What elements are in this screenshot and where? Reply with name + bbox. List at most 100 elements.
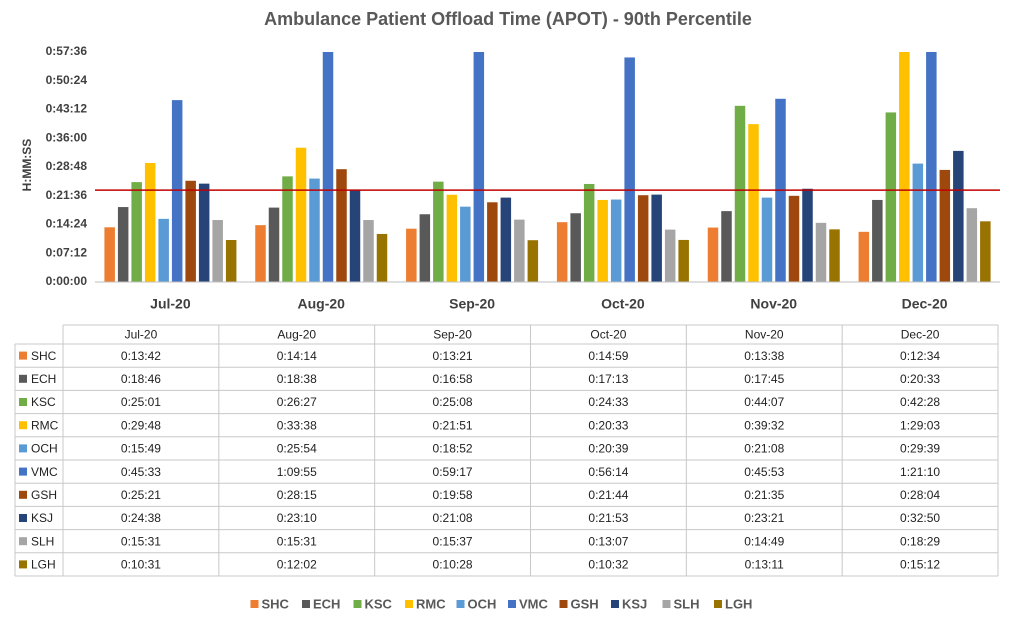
bar <box>363 220 374 282</box>
y-tick-label: 0:14:24 <box>46 217 88 231</box>
bar <box>980 221 991 282</box>
bar <box>664 229 676 282</box>
bar <box>748 124 759 282</box>
table-cell: 0:25:08 <box>433 395 473 409</box>
x-tick-label: Aug-20 <box>298 296 346 312</box>
bar <box>376 233 388 282</box>
legend-label: VMC <box>519 596 549 611</box>
table-cell: 0:28:15 <box>277 488 317 502</box>
table-cell: 0:21:35 <box>744 488 784 502</box>
legend-label: KSC <box>365 596 393 611</box>
table-cell: 0:13:42 <box>121 349 161 363</box>
table-cell: 0:18:52 <box>433 442 473 456</box>
table-key <box>19 537 27 546</box>
bar <box>829 229 840 282</box>
table-cell: 0:33:38 <box>277 418 317 432</box>
table-key <box>19 398 27 406</box>
bar <box>637 195 649 282</box>
legend-swatch <box>302 600 310 608</box>
bar <box>295 147 307 282</box>
table-cell: 0:15:49 <box>121 442 161 456</box>
table-row-label: ECH <box>31 372 56 386</box>
table-row-label: KSC <box>31 395 56 409</box>
table-cell: 0:24:38 <box>121 511 161 525</box>
table-cell: 0:20:39 <box>588 442 628 456</box>
y-tick-label: 0:57:36 <box>46 44 88 58</box>
bar <box>514 219 525 282</box>
bar <box>885 112 897 282</box>
table-cell: 0:12:34 <box>900 349 940 363</box>
bar <box>858 231 870 282</box>
y-tick-label: 0:00:00 <box>46 274 88 288</box>
table-header: Jul-20 <box>125 328 158 342</box>
x-tick-label: Nov-20 <box>750 296 797 312</box>
legend-label: SHC <box>262 596 290 611</box>
x-tick-label: Oct-20 <box>601 296 645 312</box>
bar <box>583 183 595 282</box>
y-tick-label: 0:50:24 <box>46 73 88 87</box>
table-cell: 0:14:14 <box>277 349 317 363</box>
bar <box>500 197 512 282</box>
table-cell: 0:17:13 <box>588 372 628 386</box>
bar <box>460 206 471 282</box>
bar <box>158 218 169 282</box>
bar <box>131 182 142 282</box>
bar <box>487 202 498 282</box>
bar <box>255 225 266 282</box>
y-tick-label: 0:43:12 <box>46 102 88 116</box>
bar <box>707 227 719 282</box>
table-key <box>19 490 27 499</box>
bar <box>527 240 539 282</box>
table-cell: 0:23:10 <box>277 511 317 525</box>
table-cell: 0:17:45 <box>744 372 784 386</box>
table-cell: 0:13:11 <box>745 558 784 572</box>
table-cell: 0:13:07 <box>588 534 628 548</box>
bar <box>788 195 800 282</box>
table-cell: 1:09:55 <box>277 465 317 479</box>
legend-swatch <box>714 600 722 608</box>
y-tick-label: 0:36:00 <box>46 130 88 144</box>
bar <box>761 197 773 282</box>
table-cell: 0:59:17 <box>433 465 473 479</box>
bar <box>212 220 223 282</box>
table-header: Sep-20 <box>433 328 472 342</box>
legend-label: LGH <box>725 596 752 611</box>
table-row-label: RMC <box>31 418 59 432</box>
table-cell: 0:21:08 <box>433 511 473 525</box>
table-cell: 0:25:01 <box>121 395 161 409</box>
bar <box>802 188 813 282</box>
bar <box>185 180 196 282</box>
bar <box>104 227 115 282</box>
legend-swatch <box>353 600 362 608</box>
table-cell: 0:10:31 <box>121 558 161 572</box>
bar <box>117 207 129 282</box>
bar <box>556 222 568 282</box>
y-tick-label: 0:21:36 <box>46 188 88 202</box>
legend-label: ECH <box>313 596 340 611</box>
bar <box>406 228 417 282</box>
y-axis-title: H:MM:SS <box>20 139 34 192</box>
table-row-label: SLH <box>31 534 54 548</box>
table-cell: 0:28:04 <box>900 488 940 502</box>
table-cell: 0:45:33 <box>121 465 161 479</box>
legend-label: GSH <box>571 596 599 611</box>
table-cell: 0:18:29 <box>900 534 940 548</box>
table-cell: 0:42:28 <box>900 395 940 409</box>
table-cell: 0:45:53 <box>744 465 784 479</box>
bar <box>473 52 485 282</box>
table-header: Aug-20 <box>277 328 316 342</box>
bar <box>939 169 951 282</box>
table-cell: 0:21:51 <box>433 418 473 432</box>
table-cell: 0:39:32 <box>744 418 784 432</box>
bar <box>610 199 622 282</box>
table-cell: 0:44:07 <box>744 395 784 409</box>
x-tick-label: Jul-20 <box>150 296 191 312</box>
table-row-label: VMC <box>31 465 58 479</box>
table-cell: 0:21:53 <box>588 511 628 525</box>
y-tick-label: 0:07:12 <box>46 245 88 259</box>
legend-label: RMC <box>416 596 446 611</box>
table-cell: 0:13:21 <box>433 349 473 363</box>
table-header: Nov-20 <box>745 328 784 342</box>
legend-label: OCH <box>468 596 497 611</box>
bar <box>624 57 635 282</box>
